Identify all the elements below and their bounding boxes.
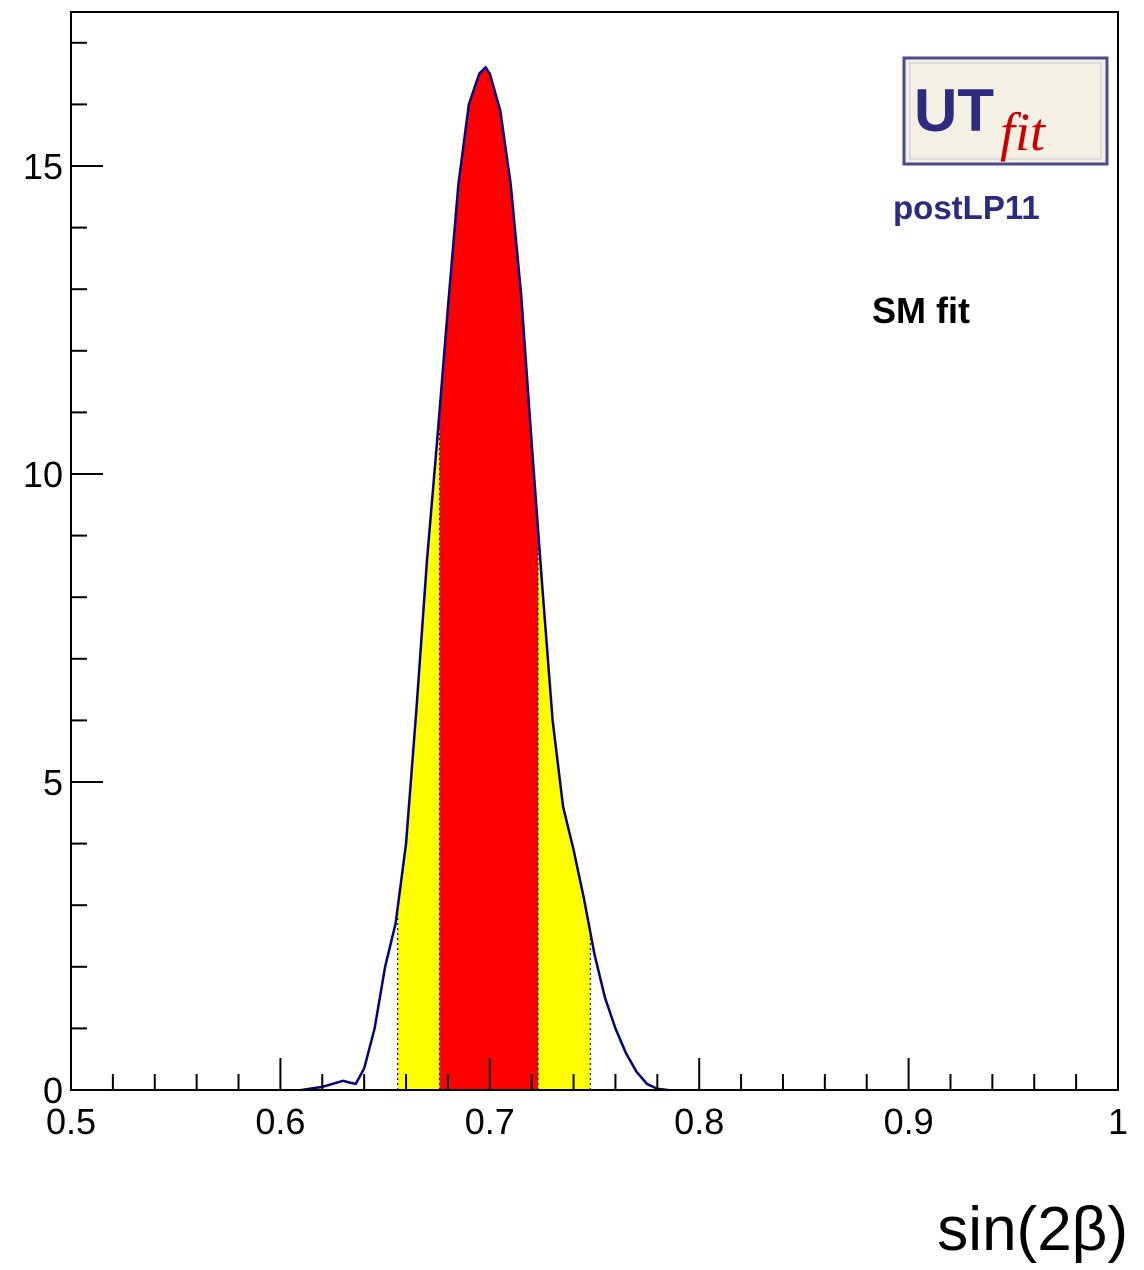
y-tick-label: 0 (43, 1070, 63, 1111)
y-tick-label: 15 (23, 146, 63, 187)
x-tick-label: 0.6 (255, 1101, 305, 1142)
plot-frame (70, 11, 1119, 1091)
x-tick-label: 0.7 (465, 1101, 515, 1142)
series-line (301, 65, 668, 1092)
x-tick-label: 1 (1108, 1101, 1128, 1142)
x-tick-label: 0.9 (884, 1101, 934, 1142)
logo-inner-frame (909, 62, 1102, 160)
x-axis-title: sin(2β) (937, 1195, 1128, 1264)
logo-ut-text: UT (914, 77, 994, 144)
y-tick-label: 5 (43, 762, 63, 803)
x-tick-label: 0.5 (46, 1101, 96, 1142)
logo-fit-text: fit (1000, 102, 1047, 162)
interval-edges (397, 411, 591, 1090)
fit-label: SM fit (872, 290, 970, 331)
y-axis: 0 5 10 15 (23, 41, 103, 1111)
utfit-logo: UT fit postLP11 (893, 56, 1109, 226)
x-tick-label: 0.8 (674, 1101, 724, 1142)
logo-frame (902, 56, 1109, 166)
logo-subtitle: postLP11 (893, 189, 1040, 226)
credible-interval-fills (397, 67, 591, 1091)
band-68-fill (439, 67, 538, 1091)
x-axis: 0.5 0.6 0.7 0.8 0.9 1 (46, 1058, 1128, 1142)
y-tick-label: 10 (23, 454, 63, 495)
